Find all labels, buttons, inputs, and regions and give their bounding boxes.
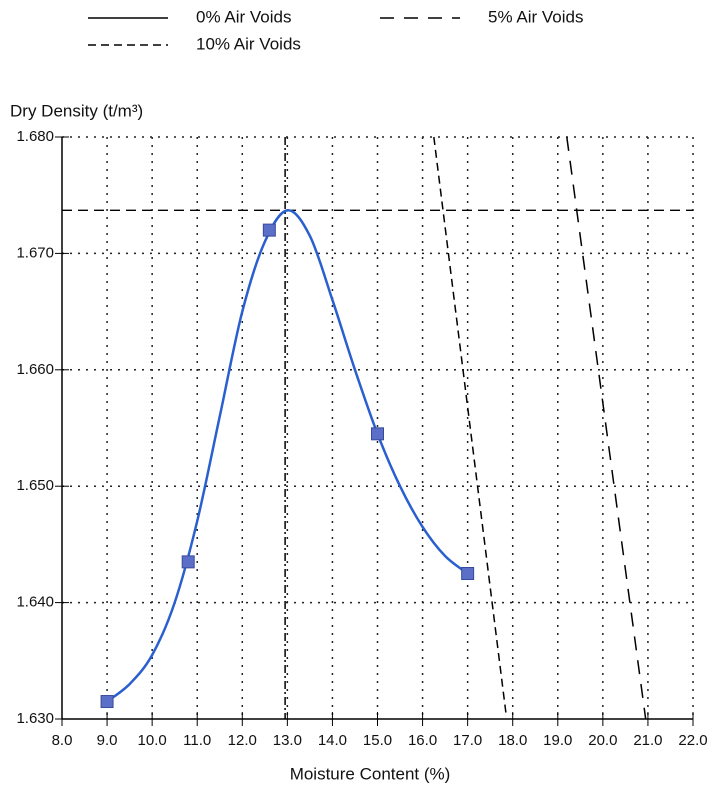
compaction-curve <box>106 209 469 703</box>
y-tick-label: 1.680 <box>16 128 54 145</box>
x-tick-label: 22.0 <box>678 732 707 749</box>
x-tick-label: 18.0 <box>498 732 527 749</box>
x-tick-label: 17.0 <box>453 732 482 749</box>
y-tick-label: 1.670 <box>16 244 54 261</box>
x-tick-label: 20.0 <box>588 732 617 749</box>
air-void-line <box>433 136 507 714</box>
legend-label: 5% Air Voids <box>488 7 583 26</box>
legend-label: 10% Air Voids <box>196 34 301 53</box>
data-point <box>100 695 114 709</box>
data-point <box>181 555 195 569</box>
data-point <box>371 427 384 441</box>
x-tick-label: 21.0 <box>633 732 662 749</box>
air-void-line <box>566 136 647 720</box>
data-point <box>262 223 276 237</box>
y-tick-label: 1.630 <box>16 710 54 727</box>
x-tick-label: 15.0 <box>363 732 392 749</box>
y-axis-label: Dry Density (t/m³) <box>10 101 143 120</box>
x-tick-label: 13.0 <box>273 732 302 749</box>
x-tick-label: 9.0 <box>97 732 118 749</box>
x-tick-label: 14.0 <box>318 732 347 749</box>
x-tick-label: 19.0 <box>543 732 572 749</box>
y-tick-label: 1.660 <box>16 361 54 378</box>
x-tick-label: 10.0 <box>138 732 167 749</box>
legend-label: 0% Air Voids <box>196 7 291 26</box>
y-tick-label: 1.640 <box>16 594 54 611</box>
x-axis-label: Moisture Content (%) <box>290 764 451 783</box>
x-tick-label: 11.0 <box>183 732 211 749</box>
y-tick-label: 1.650 <box>16 477 54 494</box>
x-tick-label: 12.0 <box>228 732 257 749</box>
x-tick-label: 16.0 <box>408 732 437 749</box>
x-tick-label: 8.0 <box>52 732 73 749</box>
data-point <box>461 567 475 580</box>
